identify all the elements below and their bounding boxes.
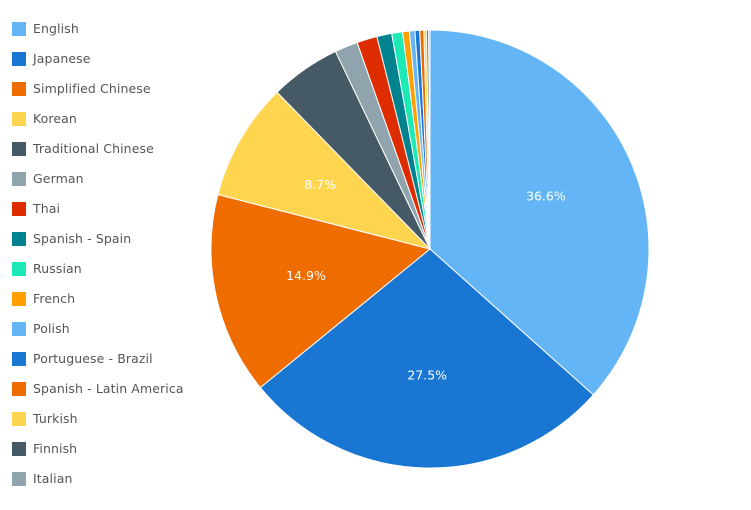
legend-swatch — [12, 292, 26, 306]
legend: English Japanese Simplified Chinese Korean T… — [12, 20, 202, 500]
legend-swatch — [12, 142, 26, 156]
legend-item-korean[interactable]: Korean — [12, 110, 202, 140]
legend-label: Turkish — [33, 411, 78, 426]
legend-swatch — [12, 442, 26, 456]
legend-label: Russian — [33, 261, 82, 276]
legend-item-spanish-latin-america[interactable]: Spanish - Latin America — [12, 380, 202, 410]
pie-slice-korean[interactable] — [217, 91, 432, 250]
legend-label: Traditional Chinese — [33, 141, 154, 156]
legend-label: Thai — [33, 201, 61, 216]
legend-item-thai[interactable]: Thai — [12, 200, 202, 230]
legend-item-french[interactable]: French — [12, 290, 202, 320]
legend-item-simplified-chinese[interactable]: Simplified Chinese — [12, 80, 202, 110]
legend-item-english[interactable]: English — [12, 20, 202, 50]
legend-label: Italian — [33, 471, 73, 486]
legend-item-finnish[interactable]: Finnish — [12, 440, 202, 470]
legend-item-german[interactable]: German — [12, 170, 202, 200]
legend-swatch — [12, 472, 26, 486]
legend-swatch — [12, 262, 26, 276]
legend-item-portuguese-brazil[interactable]: Portuguese - Brazil — [12, 350, 202, 380]
data-label-korean: 8.7% — [304, 177, 336, 192]
legend-item-russian[interactable]: Russian — [12, 260, 202, 290]
legend-label: Spanish - Latin America — [33, 381, 184, 396]
legend-swatch — [12, 82, 26, 96]
legend-label: Spanish - Spain — [33, 231, 132, 246]
pie-slice-japanese[interactable] — [259, 248, 595, 469]
legend-label: English — [33, 21, 79, 36]
legend-label: French — [33, 291, 76, 306]
legend-label: Portuguese - Brazil — [33, 351, 153, 366]
legend-label: Korean — [33, 111, 77, 126]
legend-item-japanese[interactable]: Japanese — [12, 50, 202, 80]
pie-slice-english[interactable] — [429, 29, 650, 396]
legend-swatch — [12, 322, 26, 336]
legend-item-polish[interactable]: Polish — [12, 320, 202, 350]
data-label-japanese: 27.5% — [407, 368, 447, 383]
legend-label: German — [33, 171, 84, 186]
legend-label: Finnish — [33, 441, 78, 456]
data-label-simplified-chinese: 14.9% — [286, 268, 326, 283]
legend-swatch — [12, 112, 26, 126]
legend-label: Polish — [33, 321, 70, 336]
legend-swatch — [12, 52, 26, 66]
legend-swatch — [12, 22, 26, 36]
legend-swatch — [12, 352, 26, 366]
legend-item-italian[interactable]: Italian — [12, 470, 202, 500]
legend-swatch — [12, 412, 26, 426]
data-label-english: 36.6% — [526, 189, 566, 204]
legend-swatch — [12, 172, 26, 186]
legend-item-turkish[interactable]: Turkish — [12, 410, 202, 440]
legend-label: Japanese — [33, 51, 91, 66]
legend-label: Simplified Chinese — [33, 81, 151, 96]
pie-slice-italian[interactable] — [428, 29, 431, 250]
legend-swatch — [12, 382, 26, 396]
legend-item-traditional-chinese[interactable]: Traditional Chinese — [12, 140, 202, 170]
legend-item-spanish-spain[interactable]: Spanish - Spain — [12, 230, 202, 260]
pie-slice-simplified-chinese[interactable] — [210, 193, 432, 389]
legend-swatch — [12, 232, 26, 246]
legend-swatch — [12, 202, 26, 216]
